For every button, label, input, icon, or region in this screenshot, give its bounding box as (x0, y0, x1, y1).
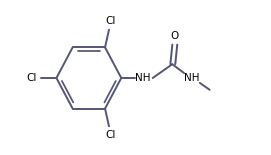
Text: Cl: Cl (106, 130, 116, 140)
Text: Cl: Cl (27, 73, 37, 83)
Text: O: O (170, 31, 178, 41)
Text: NH: NH (135, 73, 151, 83)
Text: Cl: Cl (106, 16, 116, 26)
Text: NH: NH (184, 73, 200, 83)
